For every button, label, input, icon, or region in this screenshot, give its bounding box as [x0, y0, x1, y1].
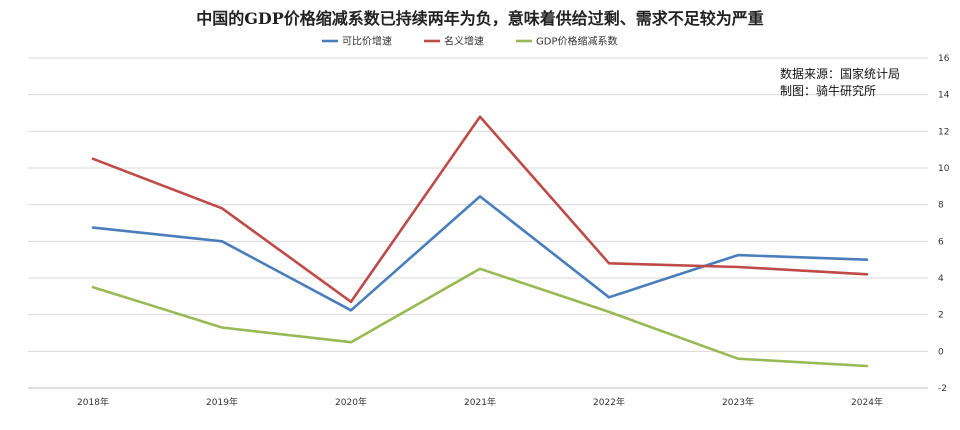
- y-tick-label: 10: [938, 164, 950, 174]
- y-tick-label: 0: [938, 347, 944, 357]
- x-axis-ticks: 2018年 2019年 2020年 2021年 2022年 2023年 2024年: [77, 396, 883, 408]
- series-lines: [91, 115, 869, 368]
- chart-title: 中国的GDP价格缩减系数已持续两年为负，意味着供给过剩、需求不足较为严重: [196, 9, 764, 28]
- y-tick-label: 14: [938, 91, 950, 101]
- y-tick-label: 8: [938, 201, 944, 211]
- y-tick-label: 4: [938, 274, 944, 284]
- y-axis-ticks: -2 0 2 4 6 8 10 12 14 16: [938, 54, 950, 394]
- series-line: [91, 267, 869, 368]
- x-tick-label: 2021年: [464, 396, 496, 408]
- x-tick-label: 2022年: [593, 396, 625, 408]
- legend-label: 可比价增速: [342, 35, 392, 48]
- y-tick-label: 16: [938, 54, 950, 64]
- series-line: [91, 195, 869, 312]
- y-tick-label: -2: [938, 384, 947, 394]
- legend-label: 名义增速: [444, 35, 484, 48]
- source-annotation: 数据来源：国家统计局: [780, 66, 900, 81]
- y-tick-label: 6: [938, 237, 944, 247]
- x-tick-label: 2018年: [77, 396, 109, 408]
- legend: 可比价增速 名义增速 GDP价格缩减系数: [322, 35, 617, 48]
- x-tick-label: 2020年: [335, 396, 367, 408]
- legend-label: GDP价格缩减系数: [536, 35, 617, 48]
- gridlines: [28, 57, 928, 389]
- x-tick-label: 2019年: [206, 396, 238, 408]
- y-tick-label: 2: [938, 311, 944, 321]
- y-tick-label: 12: [938, 127, 949, 137]
- maker-annotation: 制图：骑牛研究所: [780, 83, 876, 98]
- x-tick-label: 2024年: [851, 396, 883, 408]
- series-line: [91, 115, 869, 304]
- x-tick-label: 2023年: [722, 396, 754, 408]
